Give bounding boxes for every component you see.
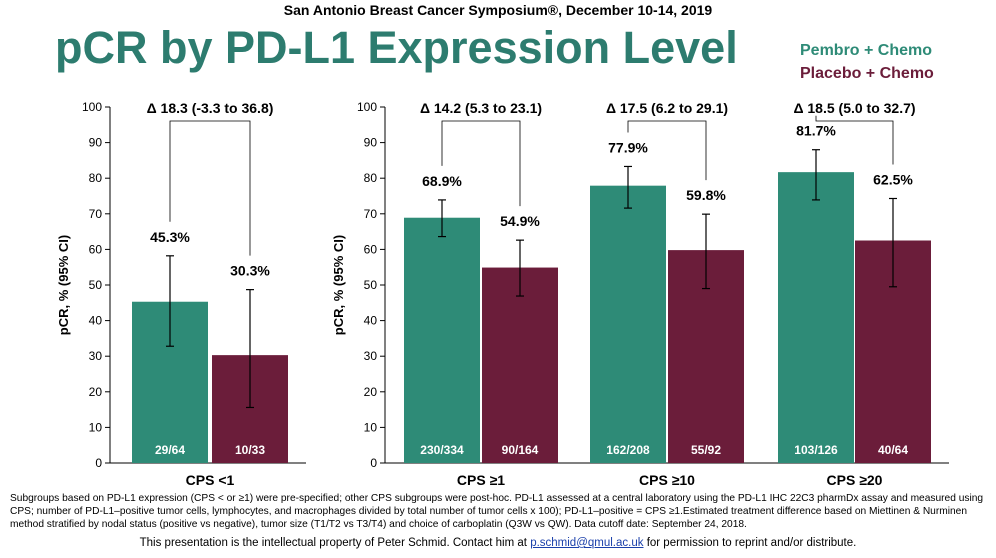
delta-label: Δ 14.2 (5.3 to 23.1): [420, 100, 542, 116]
y-tick-label: 30: [89, 349, 103, 363]
y-axis-label: pCR, % (95% CI): [331, 235, 346, 335]
y-tick-label: 80: [364, 171, 378, 185]
bar: [778, 172, 854, 463]
y-tick-label: 40: [364, 314, 378, 328]
data-label: 77.9%: [608, 139, 648, 155]
y-tick-label: 90: [89, 136, 103, 150]
count-label: 103/126: [794, 443, 838, 457]
delta-label: Δ 17.5 (6.2 to 29.1): [606, 100, 728, 116]
bar: [404, 217, 480, 463]
delta-bracket: [627, 120, 707, 181]
x-category-label: CPS ≥20: [827, 472, 883, 488]
delta-bracket: [815, 115, 894, 165]
count-label: 55/92: [691, 443, 721, 457]
y-tick-label: 50: [89, 278, 103, 292]
bar: [590, 185, 666, 463]
bar: [482, 267, 558, 463]
contact-email-link[interactable]: p.schmid@qmul.ac.uk: [530, 537, 644, 549]
count-label: 29/64: [155, 443, 185, 457]
y-tick-label: 30: [364, 349, 378, 363]
y-tick-label: 10: [89, 420, 103, 434]
legend-item-pembro: Pembro + Chemo: [800, 42, 933, 59]
y-tick-label: 100: [82, 100, 102, 114]
x-category-label: CPS ≥10: [639, 472, 695, 488]
y-tick-label: 70: [89, 207, 103, 221]
y-tick-label: 60: [364, 242, 378, 256]
data-label: 68.9%: [422, 173, 462, 189]
y-tick-label: 60: [89, 242, 103, 256]
delta-label: Δ 18.3 (-3.3 to 36.8): [147, 100, 274, 116]
footnote: Subgroups based on PD-L1 expression (CPS…: [10, 493, 984, 530]
data-label: 59.8%: [686, 187, 726, 203]
data-label: 81.7%: [796, 123, 836, 139]
y-tick-label: 10: [364, 420, 378, 434]
y-tick-label: 20: [364, 385, 378, 399]
y-tick-label: 40: [89, 314, 103, 328]
ip-notice: This presentation is the intellectual pr…: [0, 537, 996, 549]
count-label: 10/33: [235, 443, 265, 457]
data-label: 30.3%: [230, 263, 270, 279]
y-tick-label: 20: [89, 385, 103, 399]
delta-label: Δ 18.5 (5.0 to 32.7): [793, 100, 915, 116]
y-tick-label: 70: [364, 207, 378, 221]
delta-bracket: [441, 120, 521, 207]
count-label: 230/334: [420, 443, 464, 457]
y-tick-label: 0: [370, 456, 377, 470]
ip-notice-text-end: for permission to reprint and/or distrib…: [643, 537, 857, 549]
data-label: 45.3%: [150, 229, 190, 245]
y-tick-label: 80: [89, 171, 103, 185]
ip-notice-text: This presentation is the intellectual pr…: [139, 537, 531, 549]
count-label: 90/164: [502, 443, 539, 457]
y-tick-label: 50: [364, 278, 378, 292]
y-axis-label: pCR, % (95% CI): [56, 235, 71, 335]
delta-bracket: [169, 120, 251, 256]
data-label: 62.5%: [873, 171, 913, 187]
count-label: 162/208: [606, 443, 650, 457]
count-label: 40/64: [878, 443, 908, 457]
legend-item-placebo: Placebo + Chemo: [800, 65, 934, 82]
y-tick-label: 100: [357, 100, 377, 114]
y-tick-label: 0: [95, 456, 102, 470]
x-category-label: CPS <1: [186, 472, 235, 488]
x-category-label: CPS ≥1: [457, 472, 505, 488]
page-title: pCR by PD-L1 Expression Level: [55, 22, 738, 73]
y-tick-label: 90: [364, 136, 378, 150]
data-label: 54.9%: [500, 213, 540, 229]
conference-banner: San Antonio Breast Cancer Symposium®, De…: [283, 2, 713, 18]
